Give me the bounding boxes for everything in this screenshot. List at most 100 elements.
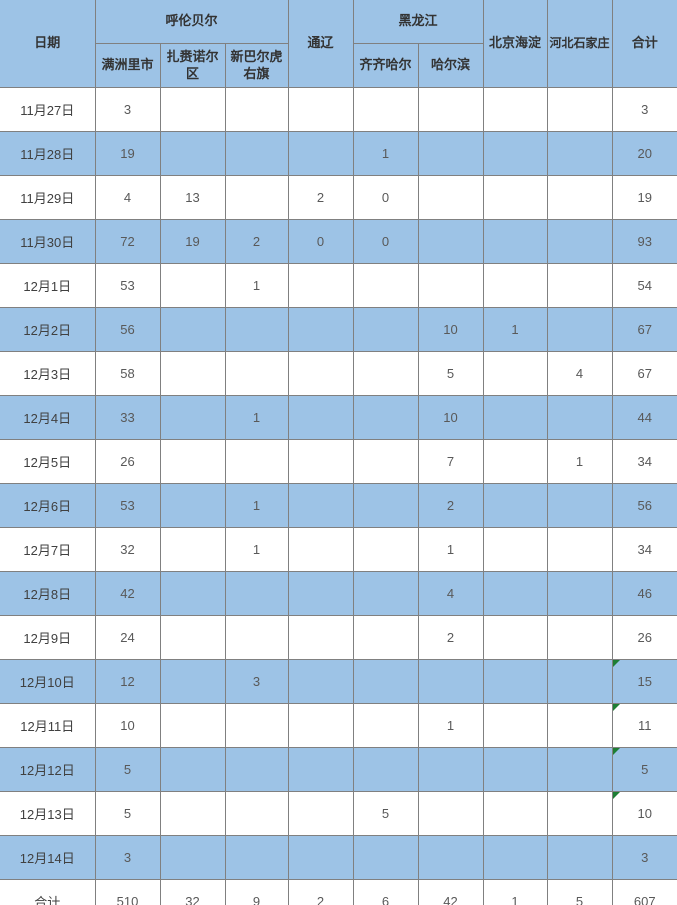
value-cell[interactable]: 2 — [224, 219, 289, 264]
value-cell[interactable] — [159, 87, 226, 132]
value-cell[interactable]: 12 — [94, 659, 161, 704]
value-cell[interactable]: 2 — [417, 615, 484, 660]
value-cell[interactable] — [159, 395, 226, 440]
date-cell[interactable]: 12月3日 — [0, 351, 96, 396]
date-cell[interactable]: 12月9日 — [0, 615, 96, 660]
header-group-heilongjiang[interactable]: 黑龙江 — [352, 0, 484, 44]
value-cell[interactable] — [352, 703, 419, 748]
value-cell[interactable] — [546, 527, 613, 572]
total-cell[interactable]: 67 — [611, 351, 677, 396]
value-cell[interactable]: 53 — [94, 263, 161, 308]
value-cell[interactable]: 5 — [417, 351, 484, 396]
value-cell[interactable] — [417, 747, 484, 792]
value-cell[interactable]: 1 — [482, 879, 548, 905]
value-cell[interactable] — [159, 131, 226, 176]
date-cell[interactable]: 12月6日 — [0, 483, 96, 528]
value-cell[interactable] — [159, 571, 226, 616]
value-cell[interactable] — [482, 527, 548, 572]
date-cell[interactable]: 12月4日 — [0, 395, 96, 440]
value-cell[interactable] — [224, 439, 289, 484]
total-cell[interactable]: 46 — [611, 571, 677, 616]
value-cell[interactable] — [546, 307, 613, 352]
value-cell[interactable]: 5 — [94, 747, 161, 792]
value-cell[interactable] — [287, 439, 354, 484]
value-cell[interactable] — [224, 131, 289, 176]
date-cell[interactable]: 11月30日 — [0, 219, 96, 264]
header-zhalainuoer[interactable]: 扎赉诺尔区 — [159, 43, 226, 88]
value-cell[interactable]: 2 — [287, 175, 354, 220]
date-cell[interactable]: 12月2日 — [0, 307, 96, 352]
value-cell[interactable] — [224, 703, 289, 748]
value-cell[interactable] — [546, 659, 613, 704]
value-cell[interactable] — [546, 263, 613, 308]
value-cell[interactable] — [287, 791, 354, 836]
value-cell[interactable] — [417, 219, 484, 264]
value-cell[interactable] — [482, 747, 548, 792]
value-cell[interactable]: 2 — [287, 879, 354, 905]
value-cell[interactable] — [417, 131, 484, 176]
value-cell[interactable] — [482, 659, 548, 704]
value-cell[interactable]: 0 — [352, 219, 419, 264]
value-cell[interactable] — [482, 395, 548, 440]
total-cell[interactable]: 3 — [611, 87, 677, 132]
value-cell[interactable] — [482, 835, 548, 880]
header-group-hulunbuir[interactable]: 呼伦贝尔 — [94, 0, 289, 44]
date-cell[interactable]: 12月10日 — [0, 659, 96, 704]
value-cell[interactable] — [482, 615, 548, 660]
value-cell[interactable] — [224, 87, 289, 132]
value-cell[interactable] — [417, 87, 484, 132]
value-cell[interactable]: 72 — [94, 219, 161, 264]
total-cell[interactable]: 607 — [611, 879, 677, 905]
value-cell[interactable] — [417, 263, 484, 308]
value-cell[interactable] — [159, 835, 226, 880]
value-cell[interactable] — [482, 131, 548, 176]
value-cell[interactable] — [287, 87, 354, 132]
value-cell[interactable]: 3 — [94, 87, 161, 132]
value-cell[interactable] — [352, 263, 419, 308]
value-cell[interactable] — [287, 307, 354, 352]
value-cell[interactable]: 26 — [94, 439, 161, 484]
total-cell[interactable]: 34 — [611, 527, 677, 572]
value-cell[interactable] — [287, 703, 354, 748]
value-cell[interactable] — [352, 615, 419, 660]
value-cell[interactable]: 1 — [224, 395, 289, 440]
header-manzhouli[interactable]: 满洲里市 — [94, 43, 161, 88]
date-cell[interactable]: 12月5日 — [0, 439, 96, 484]
header-qiqihaer[interactable]: 齐齐哈尔 — [352, 43, 419, 88]
date-cell[interactable]: 11月27日 — [0, 87, 96, 132]
date-cell[interactable]: 12月12日 — [0, 747, 96, 792]
value-cell[interactable]: 7 — [417, 439, 484, 484]
value-cell[interactable] — [224, 835, 289, 880]
value-cell[interactable] — [546, 175, 613, 220]
value-cell[interactable] — [159, 351, 226, 396]
total-cell[interactable]: 26 — [611, 615, 677, 660]
value-cell[interactable]: 1 — [352, 131, 419, 176]
value-cell[interactable] — [546, 87, 613, 132]
total-cell[interactable]: 19 — [611, 175, 677, 220]
value-cell[interactable] — [159, 747, 226, 792]
value-cell[interactable] — [417, 175, 484, 220]
total-cell[interactable]: 20 — [611, 131, 677, 176]
value-cell[interactable]: 1 — [417, 527, 484, 572]
value-cell[interactable]: 1 — [546, 439, 613, 484]
value-cell[interactable] — [159, 307, 226, 352]
value-cell[interactable] — [224, 747, 289, 792]
value-cell[interactable] — [546, 395, 613, 440]
value-cell[interactable]: 42 — [417, 879, 484, 905]
total-cell[interactable]: 10 — [611, 791, 677, 836]
value-cell[interactable] — [482, 219, 548, 264]
value-cell[interactable]: 10 — [417, 307, 484, 352]
value-cell[interactable]: 42 — [94, 571, 161, 616]
value-cell[interactable]: 32 — [159, 879, 226, 905]
value-cell[interactable] — [287, 395, 354, 440]
value-cell[interactable] — [482, 703, 548, 748]
value-cell[interactable]: 0 — [287, 219, 354, 264]
value-cell[interactable]: 9 — [224, 879, 289, 905]
total-cell[interactable]: 67 — [611, 307, 677, 352]
total-cell[interactable]: 3 — [611, 835, 677, 880]
value-cell[interactable]: 53 — [94, 483, 161, 528]
value-cell[interactable]: 6 — [352, 879, 419, 905]
value-cell[interactable] — [417, 791, 484, 836]
value-cell[interactable]: 1 — [224, 483, 289, 528]
value-cell[interactable] — [482, 571, 548, 616]
